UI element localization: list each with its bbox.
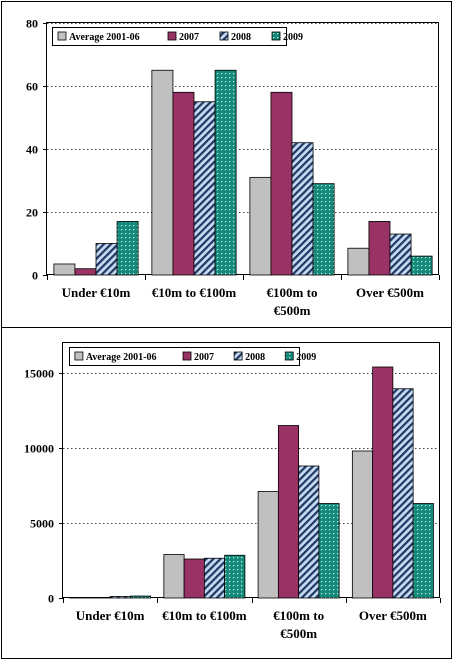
bar-2009-3	[412, 503, 434, 599]
y-tick-label: 40	[26, 143, 38, 157]
category-label: €500m	[274, 303, 311, 318]
legend-swatch-2009	[271, 31, 281, 41]
y-tick-label: 20	[26, 206, 38, 220]
gridlines-1	[47, 23, 439, 213]
y-tick-labels-2: 0 5000 10000 15000	[24, 367, 54, 606]
category-label: €10m to €100m	[162, 608, 247, 623]
bar-avg-1	[163, 554, 185, 599]
y-tick-label: 10000	[24, 442, 54, 456]
bar-2008-2	[298, 465, 320, 599]
bar-avg-1	[151, 69, 174, 276]
legend-label-avg: Average 2001-06	[86, 352, 157, 363]
bar-2009-0	[129, 595, 152, 599]
bar-avg-0	[53, 263, 76, 276]
y-tick-label: 0	[32, 269, 38, 283]
axes-1	[43, 23, 440, 280]
bar-2008-3	[392, 388, 414, 599]
gridlines-2	[63, 373, 440, 524]
category-label: €500m	[280, 626, 317, 641]
y-tick-label: 60	[26, 80, 38, 94]
bar-2008-1	[193, 101, 216, 276]
y-tick-label: 5000	[30, 517, 54, 531]
bar-2009-1	[214, 69, 237, 276]
bar-avg-3	[347, 247, 370, 276]
legend-swatch-avg	[57, 31, 67, 41]
legend-label-2009: 2009	[296, 352, 316, 363]
chart-1: 0 20 40 60 80 Under €10m €10m to €100m €100m t…	[26, 17, 440, 318]
legend-swatch-2008	[219, 31, 229, 41]
category-label: €100m to	[267, 285, 318, 300]
legend-swatch-2007	[167, 31, 177, 41]
y-tick-label: 15000	[24, 367, 54, 381]
bar-2009-2	[312, 183, 335, 276]
category-labels-2: Under €10m €10m to €100m €100m to €500m Over…	[76, 608, 427, 641]
category-label: Under €10m	[62, 285, 131, 300]
legend-label-2008: 2008	[245, 352, 265, 363]
bar-2007-3	[372, 366, 394, 599]
bar-avg-2	[249, 176, 272, 276]
legend-label-2009: 2009	[283, 32, 303, 43]
legend-swatch-2009	[284, 351, 294, 361]
y-tick-label: 0	[48, 592, 54, 606]
bar-2008-0	[95, 243, 118, 276]
legend-2: Average 2001-06 2007 2008 2009	[69, 347, 316, 366]
bar-2007-2	[277, 425, 300, 599]
bar-2009-2	[318, 503, 340, 599]
bar-2007-1	[183, 558, 205, 599]
bar-2007-0	[74, 268, 97, 276]
bar-2008-2	[291, 142, 314, 276]
bar-2007-2	[270, 91, 293, 276]
bar-2009-0	[116, 221, 139, 276]
legend-1: Average 2001-06 2007 2008 2009	[52, 27, 303, 46]
legend-label-2007: 2007	[179, 32, 199, 43]
legend-label-2008: 2008	[231, 32, 251, 43]
legend-swatch-2007	[182, 351, 192, 361]
bar-2007-0	[89, 597, 111, 599]
legend-label-2007: 2007	[194, 352, 214, 363]
category-labels-1: Under €10m €10m to €100m €100m to €500m Over…	[62, 285, 425, 318]
axes-2	[59, 373, 441, 603]
category-label: €100m to	[273, 608, 324, 623]
bar-2007-1	[172, 91, 195, 276]
outer-frame-bottom	[1, 327, 452, 659]
bar-2008-3	[389, 233, 412, 276]
bar-2009-1	[224, 554, 246, 599]
category-label: Over €500m	[356, 285, 424, 300]
legend-swatch-avg	[74, 351, 84, 361]
y-tick-label: 80	[26, 17, 38, 31]
legend-swatch-2008	[233, 351, 243, 361]
bar-2009-3	[410, 255, 433, 276]
chart-2: 0 5000 10000 15000 Under €10m €10m to €100m €…	[24, 342, 441, 641]
category-label: Over €500m	[359, 608, 427, 623]
bar-avg-3	[351, 450, 374, 599]
bar-avg-2	[257, 491, 279, 599]
bar-2007-3	[368, 221, 391, 276]
bar-2008-1	[203, 557, 226, 599]
bars-2	[69, 366, 434, 599]
category-label: Under €10m	[76, 608, 145, 623]
legend-label-avg: Average 2001-06	[69, 32, 140, 43]
category-label: €10m to €100m	[152, 285, 237, 300]
bars-1	[53, 69, 433, 276]
bar-2008-0	[109, 596, 131, 599]
y-tick-labels-1: 0 20 40 60 80	[26, 17, 38, 283]
